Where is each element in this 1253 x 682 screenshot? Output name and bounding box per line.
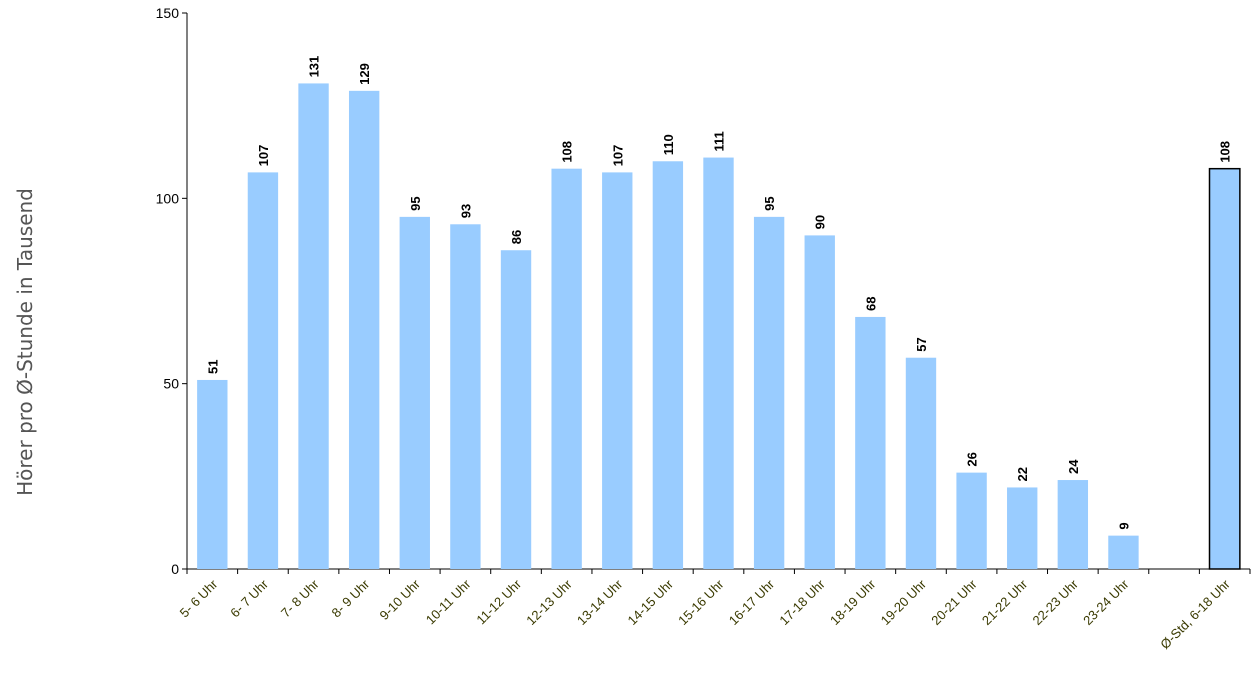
data-label: 131	[307, 56, 322, 78]
data-label: 111	[712, 131, 727, 151]
bar	[500, 250, 532, 569]
bar	[197, 379, 228, 569]
y-tick-label: 150	[156, 5, 180, 21]
x-tick-label: 17-18 Uhr	[776, 576, 828, 628]
bar	[905, 357, 937, 569]
bar	[1057, 480, 1089, 569]
x-tick-label: 7- 8 Uhr	[278, 576, 322, 620]
y-axis-label: Hörer pro Ø-Stunde in Tausend	[13, 188, 37, 496]
bar	[348, 90, 380, 569]
x-tick-label: 5- 6 Uhr	[177, 576, 221, 620]
x-tick-label: 13-14 Uhr	[574, 576, 626, 628]
y-tick-label: 50	[163, 376, 179, 392]
data-label: 107	[256, 145, 271, 167]
x-tick-label: 21-22 Uhr	[979, 576, 1031, 628]
bar	[753, 216, 785, 569]
data-label: 93	[458, 204, 473, 218]
x-tick-label: 19-20 Uhr	[878, 576, 930, 628]
data-label: 95	[408, 196, 423, 210]
bar	[247, 172, 279, 570]
data-label: 68	[863, 296, 878, 310]
data-label: 22	[1015, 467, 1030, 481]
x-tick-label: 6- 7 Uhr	[227, 576, 271, 620]
data-label: 51	[205, 359, 220, 373]
data-label: 107	[610, 145, 625, 167]
bar	[855, 316, 886, 569]
bar	[1007, 487, 1038, 569]
x-tick-label: Ø-Std, 6-18 Uhr	[1157, 576, 1233, 652]
data-label: 108	[560, 141, 575, 163]
y-tick-label: 100	[156, 190, 180, 206]
data-label: 95	[762, 196, 777, 210]
x-tick-label: 15-16 Uhr	[675, 576, 727, 628]
x-tick-label: 9-10 Uhr	[377, 576, 424, 623]
data-label: 129	[357, 63, 372, 85]
bar	[298, 83, 329, 569]
data-label: 57	[914, 337, 929, 351]
x-tick-label: 23-24 Uhr	[1080, 576, 1132, 628]
data-label: 9	[1116, 522, 1131, 529]
x-tick-label: 18-19 Uhr	[827, 576, 879, 628]
x-tick-label: 8- 9 Uhr	[328, 576, 372, 620]
data-label: 90	[813, 215, 828, 229]
data-label: 26	[965, 452, 980, 466]
bar-average	[1208, 167, 1241, 570]
bar	[703, 157, 734, 569]
x-tick-label: 16-17 Uhr	[726, 576, 778, 628]
bar	[1108, 535, 1139, 569]
bar	[399, 216, 430, 569]
data-label: 24	[1066, 459, 1081, 474]
data-label: 110	[661, 134, 676, 155]
x-tick-label: 20-21 Uhr	[928, 576, 980, 628]
data-label: 108	[1218, 141, 1233, 163]
x-tick-label: 12-13 Uhr	[523, 576, 575, 628]
data-label: 86	[509, 230, 524, 244]
bar	[652, 161, 684, 569]
x-tick-label: 14-15 Uhr	[625, 576, 677, 628]
x-tick-label: 22-23 Uhr	[1029, 576, 1081, 628]
bar	[804, 235, 835, 569]
plot-area: 0 50 100 150 51 5- 6 Uhr 107 6- 7 Uhr 131 7- 8 Uh…	[156, 5, 1251, 652]
x-tick-label: 10-11 Uhr	[423, 576, 474, 627]
bar	[956, 472, 987, 569]
bar	[602, 172, 633, 570]
x-tick-label: 11-12 Uhr	[473, 576, 524, 627]
bar	[551, 168, 582, 569]
bar	[450, 224, 481, 569]
y-tick-label: 0	[171, 561, 179, 577]
